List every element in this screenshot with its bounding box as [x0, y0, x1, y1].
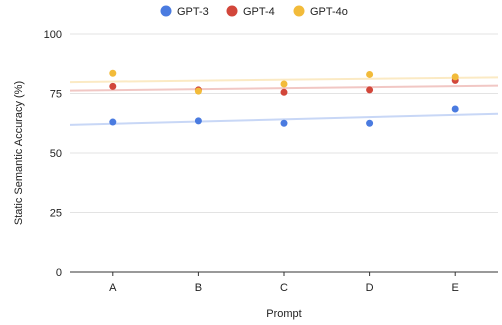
- x-tick-label: C: [280, 282, 288, 294]
- data-point: [194, 87, 202, 95]
- legend-item: GPT-4o: [293, 5, 348, 18]
- legend-label: GPT-4o: [310, 6, 348, 18]
- x-tick-label: D: [366, 282, 374, 294]
- x-tick-label: E: [452, 282, 459, 294]
- legend-item: GPT-3: [160, 5, 209, 18]
- y-tick-label: 100: [44, 29, 62, 41]
- data-point: [366, 70, 374, 78]
- x-axis-title: Prompt: [266, 308, 301, 320]
- data-point: [366, 119, 374, 127]
- x-tick-label: A: [109, 282, 117, 294]
- data-point: [194, 117, 202, 125]
- data-point: [366, 86, 374, 94]
- data-points: [109, 69, 459, 127]
- legend-item: GPT-4: [226, 5, 275, 18]
- data-point: [451, 73, 459, 81]
- legend-label: GPT-4: [243, 6, 275, 18]
- data-point: [451, 105, 459, 113]
- legend-swatch: [226, 5, 238, 17]
- data-point: [109, 118, 117, 126]
- y-axis-ticks: 0 25 50 75 100: [44, 29, 62, 279]
- x-axis-ticks: A B C D E: [109, 272, 459, 294]
- gridlines: [70, 33, 498, 273]
- y-tick-label: 0: [56, 267, 62, 279]
- trend-line: [69, 76, 499, 84]
- data-point: [109, 69, 117, 77]
- trend-line: [69, 84, 499, 92]
- x-tick-label: B: [195, 282, 202, 294]
- trend-line: [69, 112, 499, 126]
- y-tick-label: 75: [50, 89, 62, 101]
- legend-swatch: [160, 5, 172, 17]
- y-tick-label: 25: [50, 208, 62, 220]
- data-point: [109, 82, 117, 90]
- legend-label: GPT-3: [177, 6, 209, 18]
- legend-swatch: [293, 5, 305, 17]
- y-tick-label: 50: [50, 148, 62, 160]
- trend-lines: [69, 76, 499, 126]
- data-point: [280, 80, 288, 88]
- data-point: [280, 88, 288, 96]
- data-point: [280, 119, 288, 127]
- y-axis-title: Static Semantic Accuracy (%): [13, 81, 25, 225]
- legend: GPT-3 GPT-4 GPT-4o: [160, 5, 348, 18]
